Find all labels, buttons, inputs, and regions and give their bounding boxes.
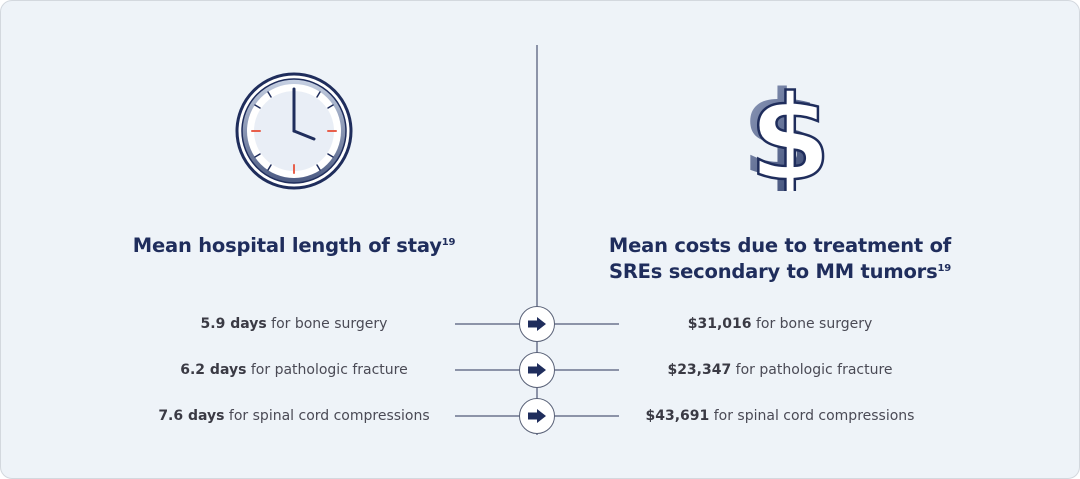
comparison-row: 5.9 days for bone surgery $31,016 for bo…	[1, 306, 1080, 342]
right-heading: Mean costs due to treatment of SREs seco…	[591, 233, 969, 285]
left-heading: Mean hospital length of stay19	[111, 233, 477, 259]
stat-value: $43,691	[645, 408, 710, 424]
left-stat: 5.9 days for bone surgery	[111, 314, 477, 334]
connector-line	[553, 369, 619, 371]
left-stat: 7.6 days for spinal cord compressions	[111, 406, 477, 426]
svg-text:$: $	[749, 73, 825, 191]
right-heading-line1: Mean costs due to treatment of	[608, 234, 952, 257]
connector-line	[553, 323, 619, 325]
stat-label: for spinal cord compressions	[224, 408, 430, 424]
arrow-circle	[519, 352, 555, 388]
connector-line	[455, 323, 521, 325]
arrow-right-icon	[528, 317, 546, 331]
stat-value: $31,016	[687, 316, 752, 332]
left-heading-reference: 19	[441, 237, 456, 248]
arrow-right-icon	[528, 363, 546, 377]
comparison-row: 6.2 days for pathologic fracture $23,347…	[1, 352, 1080, 388]
right-stat: $43,691 for spinal cord compressions	[601, 406, 959, 426]
stat-value: 7.6 days	[158, 408, 225, 424]
right-stat: $31,016 for bone surgery	[601, 314, 959, 334]
svg-text:$: $	[741, 73, 823, 191]
dollar-icon: $ $	[739, 65, 832, 208]
clock-icon	[235, 72, 353, 190]
stat-value: $23,347	[667, 362, 732, 378]
right-heading-line2: SREs secondary to MM tumors	[608, 260, 938, 283]
right-heading-reference: 19	[937, 263, 952, 274]
stat-label: for bone surgery	[751, 316, 873, 332]
stat-label: for pathologic fracture	[731, 362, 893, 378]
arrow-circle	[519, 398, 555, 434]
right-stat: $23,347 for pathologic fracture	[601, 360, 959, 380]
stat-label: for pathologic fracture	[246, 362, 408, 378]
connector-line	[455, 369, 521, 371]
arrow-circle	[519, 306, 555, 342]
comparison-row: 7.6 days for spinal cord compressions $4…	[1, 398, 1080, 434]
arrow-right-icon	[528, 409, 546, 423]
center-divider	[536, 45, 538, 435]
stat-label: for spinal cord compressions	[709, 408, 915, 424]
stat-label: for bone surgery	[266, 316, 388, 332]
left-stat: 6.2 days for pathologic fracture	[111, 360, 477, 380]
left-heading-text: Mean hospital length of stay	[132, 234, 442, 257]
connector-line	[553, 415, 619, 417]
stat-value: 5.9 days	[200, 316, 267, 332]
stat-value: 6.2 days	[180, 362, 247, 378]
connector-line	[455, 415, 521, 417]
